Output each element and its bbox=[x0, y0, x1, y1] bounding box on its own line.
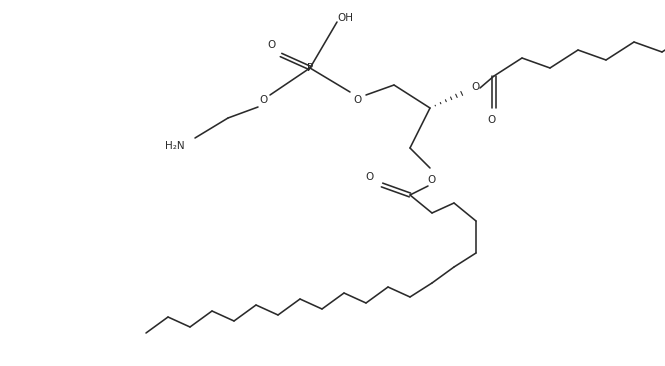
Text: O: O bbox=[487, 115, 495, 125]
Text: O: O bbox=[354, 95, 362, 105]
Text: O: O bbox=[260, 95, 268, 105]
Text: O: O bbox=[366, 172, 374, 182]
Text: OH: OH bbox=[337, 13, 353, 23]
Text: O: O bbox=[428, 175, 436, 185]
Text: H₂N: H₂N bbox=[165, 141, 185, 151]
Text: O: O bbox=[471, 82, 479, 92]
Text: P: P bbox=[307, 63, 313, 73]
Text: O: O bbox=[267, 40, 275, 50]
